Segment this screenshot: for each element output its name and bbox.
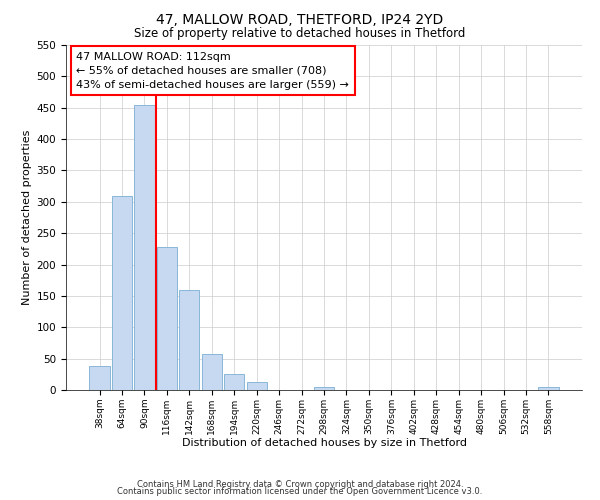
Text: 47 MALLOW ROAD: 112sqm
← 55% of detached houses are smaller (708)
43% of semi-de: 47 MALLOW ROAD: 112sqm ← 55% of detached… — [76, 52, 349, 90]
Bar — [247, 382, 267, 390]
Bar — [538, 388, 559, 390]
Text: Contains HM Land Registry data © Crown copyright and database right 2024.: Contains HM Land Registry data © Crown c… — [137, 480, 463, 489]
Bar — [179, 290, 199, 390]
Bar — [134, 104, 155, 390]
Bar — [89, 366, 110, 390]
Text: Size of property relative to detached houses in Thetford: Size of property relative to detached ho… — [134, 28, 466, 40]
Bar — [314, 388, 334, 390]
Bar — [224, 374, 244, 390]
Text: Contains public sector information licensed under the Open Government Licence v3: Contains public sector information licen… — [118, 487, 482, 496]
Bar — [202, 354, 222, 390]
Bar — [157, 247, 177, 390]
Bar — [112, 196, 132, 390]
Text: 47, MALLOW ROAD, THETFORD, IP24 2YD: 47, MALLOW ROAD, THETFORD, IP24 2YD — [157, 12, 443, 26]
X-axis label: Distribution of detached houses by size in Thetford: Distribution of detached houses by size … — [182, 438, 467, 448]
Y-axis label: Number of detached properties: Number of detached properties — [22, 130, 32, 305]
